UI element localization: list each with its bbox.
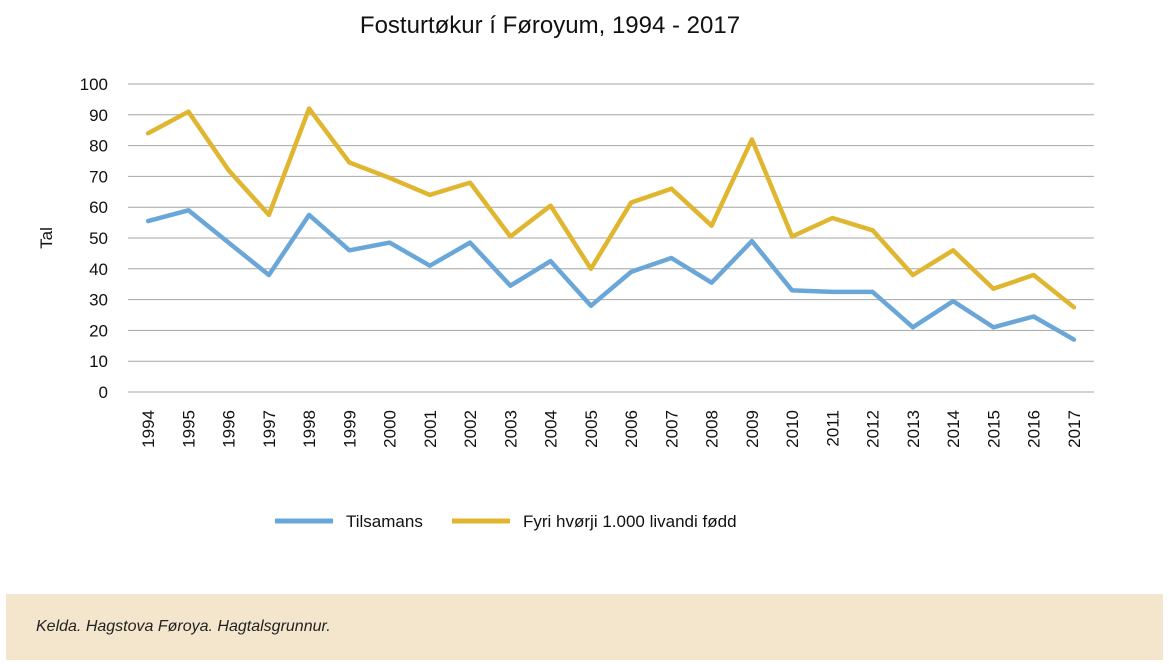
legend-label: Fyri hvørji 1.000 livandi fødd bbox=[523, 512, 737, 531]
y-tick-label: 0 bbox=[99, 383, 108, 402]
x-tick-label: 2003 bbox=[501, 410, 520, 448]
x-tick-label: 2017 bbox=[1065, 410, 1084, 448]
y-axis-ticks: 0 10 20 30 40 50 60 70 80 90 100 bbox=[80, 75, 108, 402]
x-tick-label: 2016 bbox=[1025, 410, 1044, 448]
series-line-2 bbox=[145, 106, 1077, 310]
x-tick-label: 2005 bbox=[582, 410, 601, 448]
x-tick-label: 1995 bbox=[179, 410, 198, 448]
y-tick-label: 100 bbox=[80, 75, 108, 94]
y-tick-label: 50 bbox=[89, 229, 108, 248]
x-tick-label: 2001 bbox=[421, 410, 440, 448]
x-tick-label: 1994 bbox=[139, 410, 158, 448]
chart-title: Fosturtøkur í Føroyum, 1994 - 2017 bbox=[359, 12, 741, 39]
x-tick-label: 1997 bbox=[260, 410, 279, 448]
x-tick-label: 2004 bbox=[542, 410, 561, 448]
y-tick-label: 80 bbox=[89, 137, 108, 156]
x-tick-label: 1998 bbox=[300, 410, 319, 448]
series-line-1 bbox=[145, 208, 1077, 342]
series-lines bbox=[145, 106, 1077, 342]
x-tick-label: 2011 bbox=[823, 410, 842, 447]
x-tick-label: 2008 bbox=[703, 410, 722, 448]
y-tick-label: 30 bbox=[89, 291, 108, 310]
legend: Tilsamans Fyri hvørji 1.000 livandi fødd bbox=[275, 512, 737, 531]
grid-lines bbox=[128, 83, 1094, 393]
source-box: Kelda. Hagstova Føroya. Hagtalsgrunnur. bbox=[6, 594, 1163, 660]
x-tick-label: 2009 bbox=[743, 410, 762, 448]
y-tick-label: 90 bbox=[89, 106, 108, 125]
x-tick-label: 2015 bbox=[984, 410, 1003, 448]
y-tick-label: 20 bbox=[89, 321, 108, 340]
y-tick-label: 10 bbox=[89, 352, 108, 371]
legend-label: Tilsamans bbox=[346, 512, 423, 531]
x-tick-label: 2002 bbox=[461, 410, 480, 448]
x-axis-ticks: 1994 1995 1996 1997 1998 1999 2000 2001 2002 2003… bbox=[139, 410, 1084, 448]
y-tick-label: 40 bbox=[89, 260, 108, 279]
x-tick-label: 1996 bbox=[220, 410, 239, 448]
x-tick-label: 2012 bbox=[864, 410, 883, 448]
x-tick-label: 2013 bbox=[904, 410, 923, 448]
x-tick-label: 1999 bbox=[340, 410, 359, 448]
x-tick-label: 2007 bbox=[662, 410, 681, 448]
x-tick-label: 2010 bbox=[783, 410, 802, 448]
source-text: Kelda. Hagstova Føroya. Hagtalsgrunnur. bbox=[36, 618, 331, 635]
x-tick-label: 2000 bbox=[381, 410, 400, 448]
x-tick-label: 2006 bbox=[622, 410, 641, 448]
y-tick-label: 70 bbox=[89, 167, 108, 186]
y-axis-label: Tal bbox=[37, 227, 56, 249]
x-tick-label: 2014 bbox=[944, 410, 963, 448]
y-tick-label: 60 bbox=[89, 198, 108, 217]
